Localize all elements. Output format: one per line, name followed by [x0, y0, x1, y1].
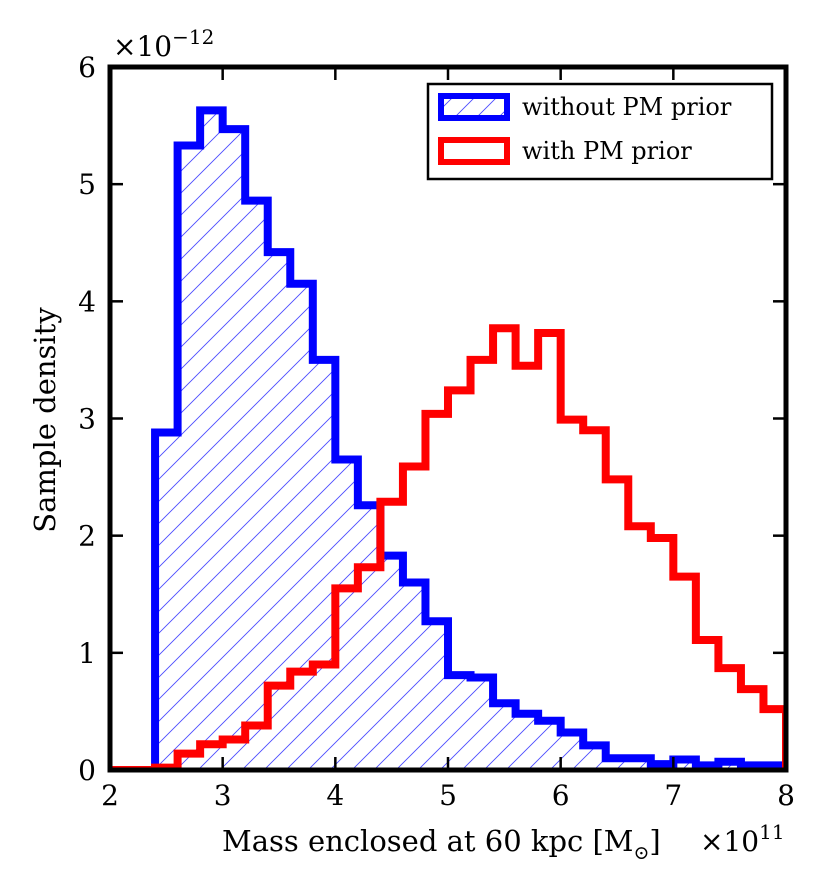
y-tick-label: 5 [78, 168, 96, 201]
x-tick-label: 7 [664, 779, 682, 812]
legend-swatch-with-pm-prior [438, 137, 510, 165]
plot-frame [107, 64, 789, 773]
hatch-fill-without-pm-prior [110, 110, 786, 770]
tick-labels: 2 3 4 5 6 7 8 0 1 2 3 4 5 6 [78, 51, 795, 812]
y-axis-multiplier: ×10−12 [113, 25, 214, 63]
y-tick-label: 1 [78, 637, 96, 670]
x-axis-label: Mass enclosed at 60 kpc [M⊙] [222, 824, 661, 864]
x-tick-label: 4 [326, 779, 344, 812]
x-tick-label: 6 [552, 779, 570, 812]
histogram-step-with-pm-prior [110, 324, 786, 770]
x-tick-label: 8 [777, 779, 795, 812]
x-tick-label: 3 [214, 779, 232, 812]
y-tick-label: 0 [78, 754, 96, 787]
legend-label-without-pm-prior: without PM prior [522, 93, 732, 121]
y-tick-label: 4 [78, 285, 96, 318]
legend-label-with-pm-prior: with PM prior [522, 137, 692, 165]
series-layer [110, 106, 786, 770]
x-tick-label: 5 [439, 779, 457, 812]
legend: without PM prior with PM prior [426, 82, 774, 181]
legend-swatch-without-pm-prior [438, 93, 510, 121]
y-tick-label: 6 [78, 51, 96, 84]
x-tick-label: 2 [101, 779, 119, 812]
x-axis-multiplier: ×1011 [700, 820, 785, 858]
y-tick-label: 2 [78, 520, 96, 553]
y-tick-label: 3 [78, 403, 96, 436]
y-axis-label: Sample density [28, 307, 62, 533]
